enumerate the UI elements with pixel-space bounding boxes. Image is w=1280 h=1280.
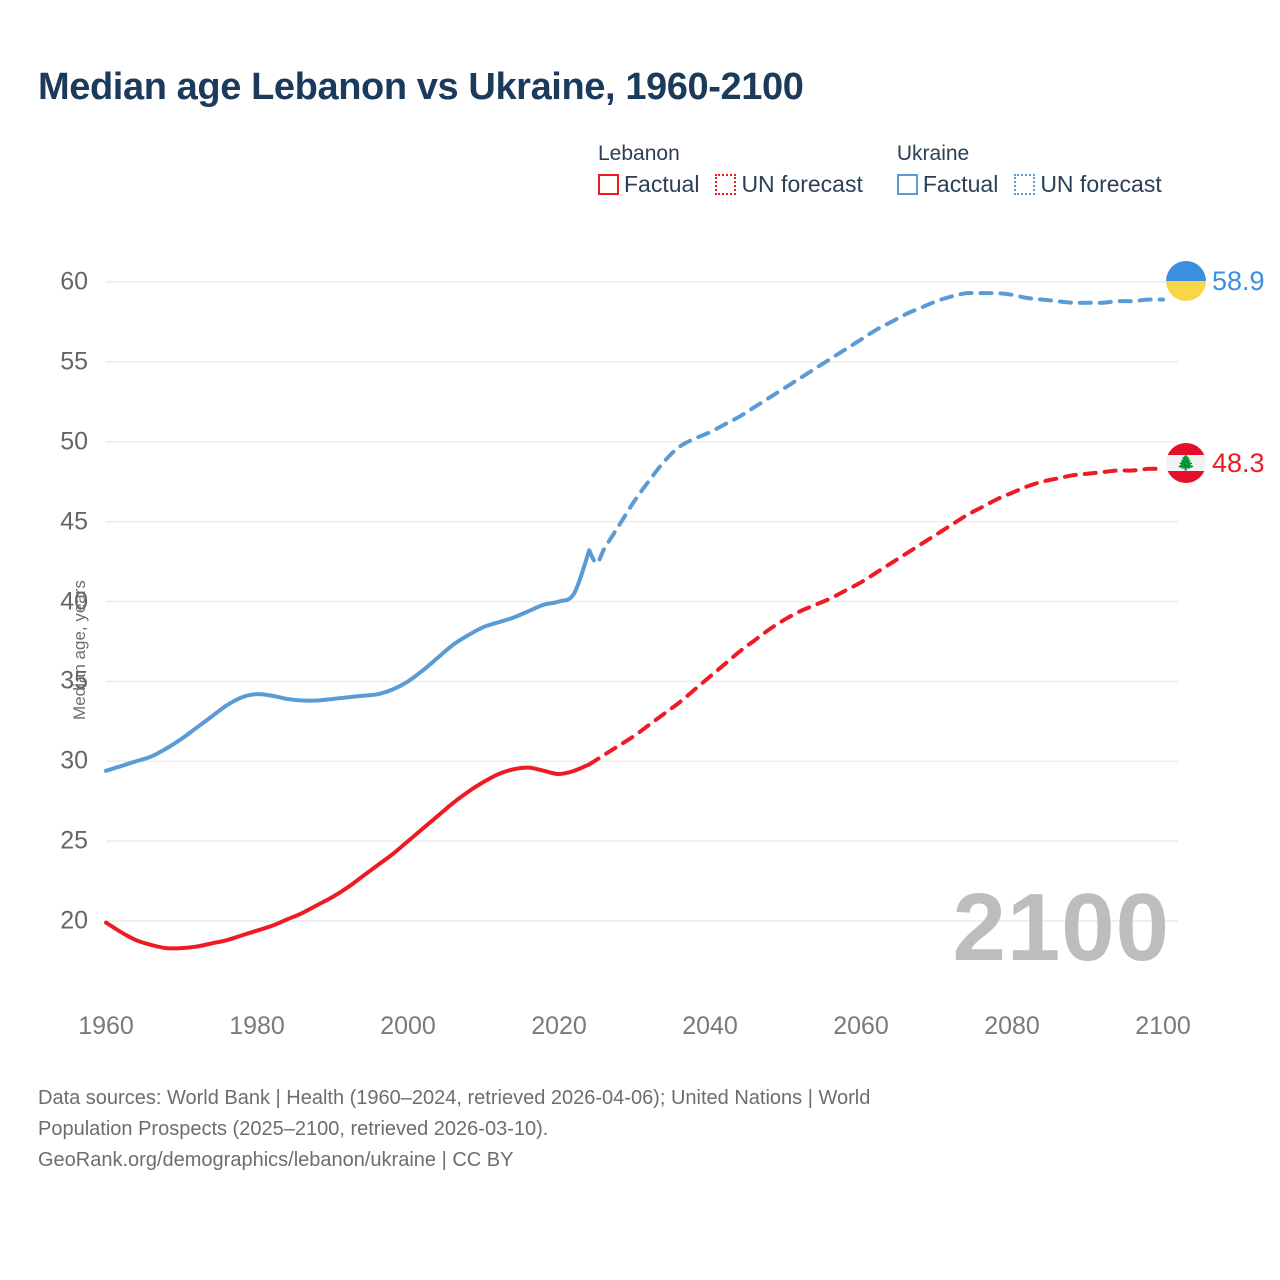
gridlines [106,281,1178,922]
end-value-lebanon: 48.3 [1212,447,1265,478]
legend-group-title-ukraine: Ukraine [896,142,970,165]
series-line-lebanon-forecast [587,466,1165,767]
series-line-ukraine-forecast [587,290,1165,566]
legend-label-lebanon-factual: Factual [624,171,700,198]
x-axis-tick-2080: 2080 [984,1012,1040,1040]
page-title: Median age Lebanon vs Ukraine, 1960-2100 [38,66,804,108]
footer-line-3: GeoRank.org/demographics/lebanon/ukraine… [38,1149,514,1171]
x-axis-tick-2060: 2060 [833,1012,889,1040]
end-label-ukraine: 58.9 [1166,261,1265,301]
y-axis-tick-50: 50 [60,427,88,456]
series-line-lebanon-factual [104,762,592,951]
legend-item-lebanon-forecast[interactable]: UN forecast [715,171,863,198]
y-axis-tick-40: 40 [60,587,88,615]
legend-label-ukraine-factual: Factual [922,171,999,198]
y-axis-tick-60: 60 [60,267,88,296]
year-watermark: 2100 [952,874,1170,981]
ukraine-flag-icon [1166,261,1206,301]
y-axis-tick-30: 30 [60,746,88,775]
legend-item-ukraine-forecast[interactable]: UN forecast [1014,171,1162,198]
lebanon-flag-icon: 🌲 [1166,443,1206,483]
footer-line-1: Data sources: World Bank | Health (1960–… [38,1087,871,1109]
x-axis-tick-2020: 2020 [531,1012,587,1040]
legend-group-title-lebanon: Lebanon [598,142,680,165]
legend-swatch-solid-red-icon [598,174,619,196]
legend-swatch-dotted-red-icon [715,174,737,196]
footer-line-2: Population Prospects (2025–2100, retriev… [38,1118,549,1140]
x-axis-tick-1960: 1960 [78,1012,134,1040]
series-line-ukraine-factual [104,548,592,773]
x-axis-tick-2040: 2040 [682,1012,738,1040]
y-axis-title: Median age, years [70,580,89,720]
series-lines [104,290,1165,951]
end-value-ukraine: 58.9 [1212,265,1265,296]
legend-item-lebanon-factual[interactable]: Factual [598,171,699,198]
legend-swatch-solid-blue-icon [896,174,918,196]
legend-group-ukraine: Ukraine Factual UN forecast [896,142,1162,198]
y-axis-tick-45: 45 [60,507,88,536]
legend-item-ukraine-factual[interactable]: Factual [896,171,999,198]
chart-legend: Lebanon Factual UN forecast Ukraine Fact… [598,142,1162,198]
x-axis-tick-2100: 2100 [1135,1012,1191,1040]
y-axis-tick-25: 25 [60,826,88,855]
legend-label-ukraine-forecast: UN forecast [1040,171,1162,198]
legend-label-lebanon-forecast: UN forecast [741,171,863,198]
legend-group-lebanon: Lebanon Factual UN forecast [598,142,863,198]
x-axis-tick-2000: 2000 [380,1012,436,1040]
y-axis-tick-35: 35 [60,666,88,695]
end-label-lebanon: 🌲 48.3 [1166,443,1265,483]
footer-sources: Data sources: World Bank | Health (1960–… [38,1083,1178,1176]
y-axis-tick-20: 20 [60,906,88,935]
x-axis-tick-1980: 1980 [229,1012,285,1040]
legend-swatch-dotted-blue-icon [1014,174,1036,196]
y-axis-tick-55: 55 [60,347,88,376]
